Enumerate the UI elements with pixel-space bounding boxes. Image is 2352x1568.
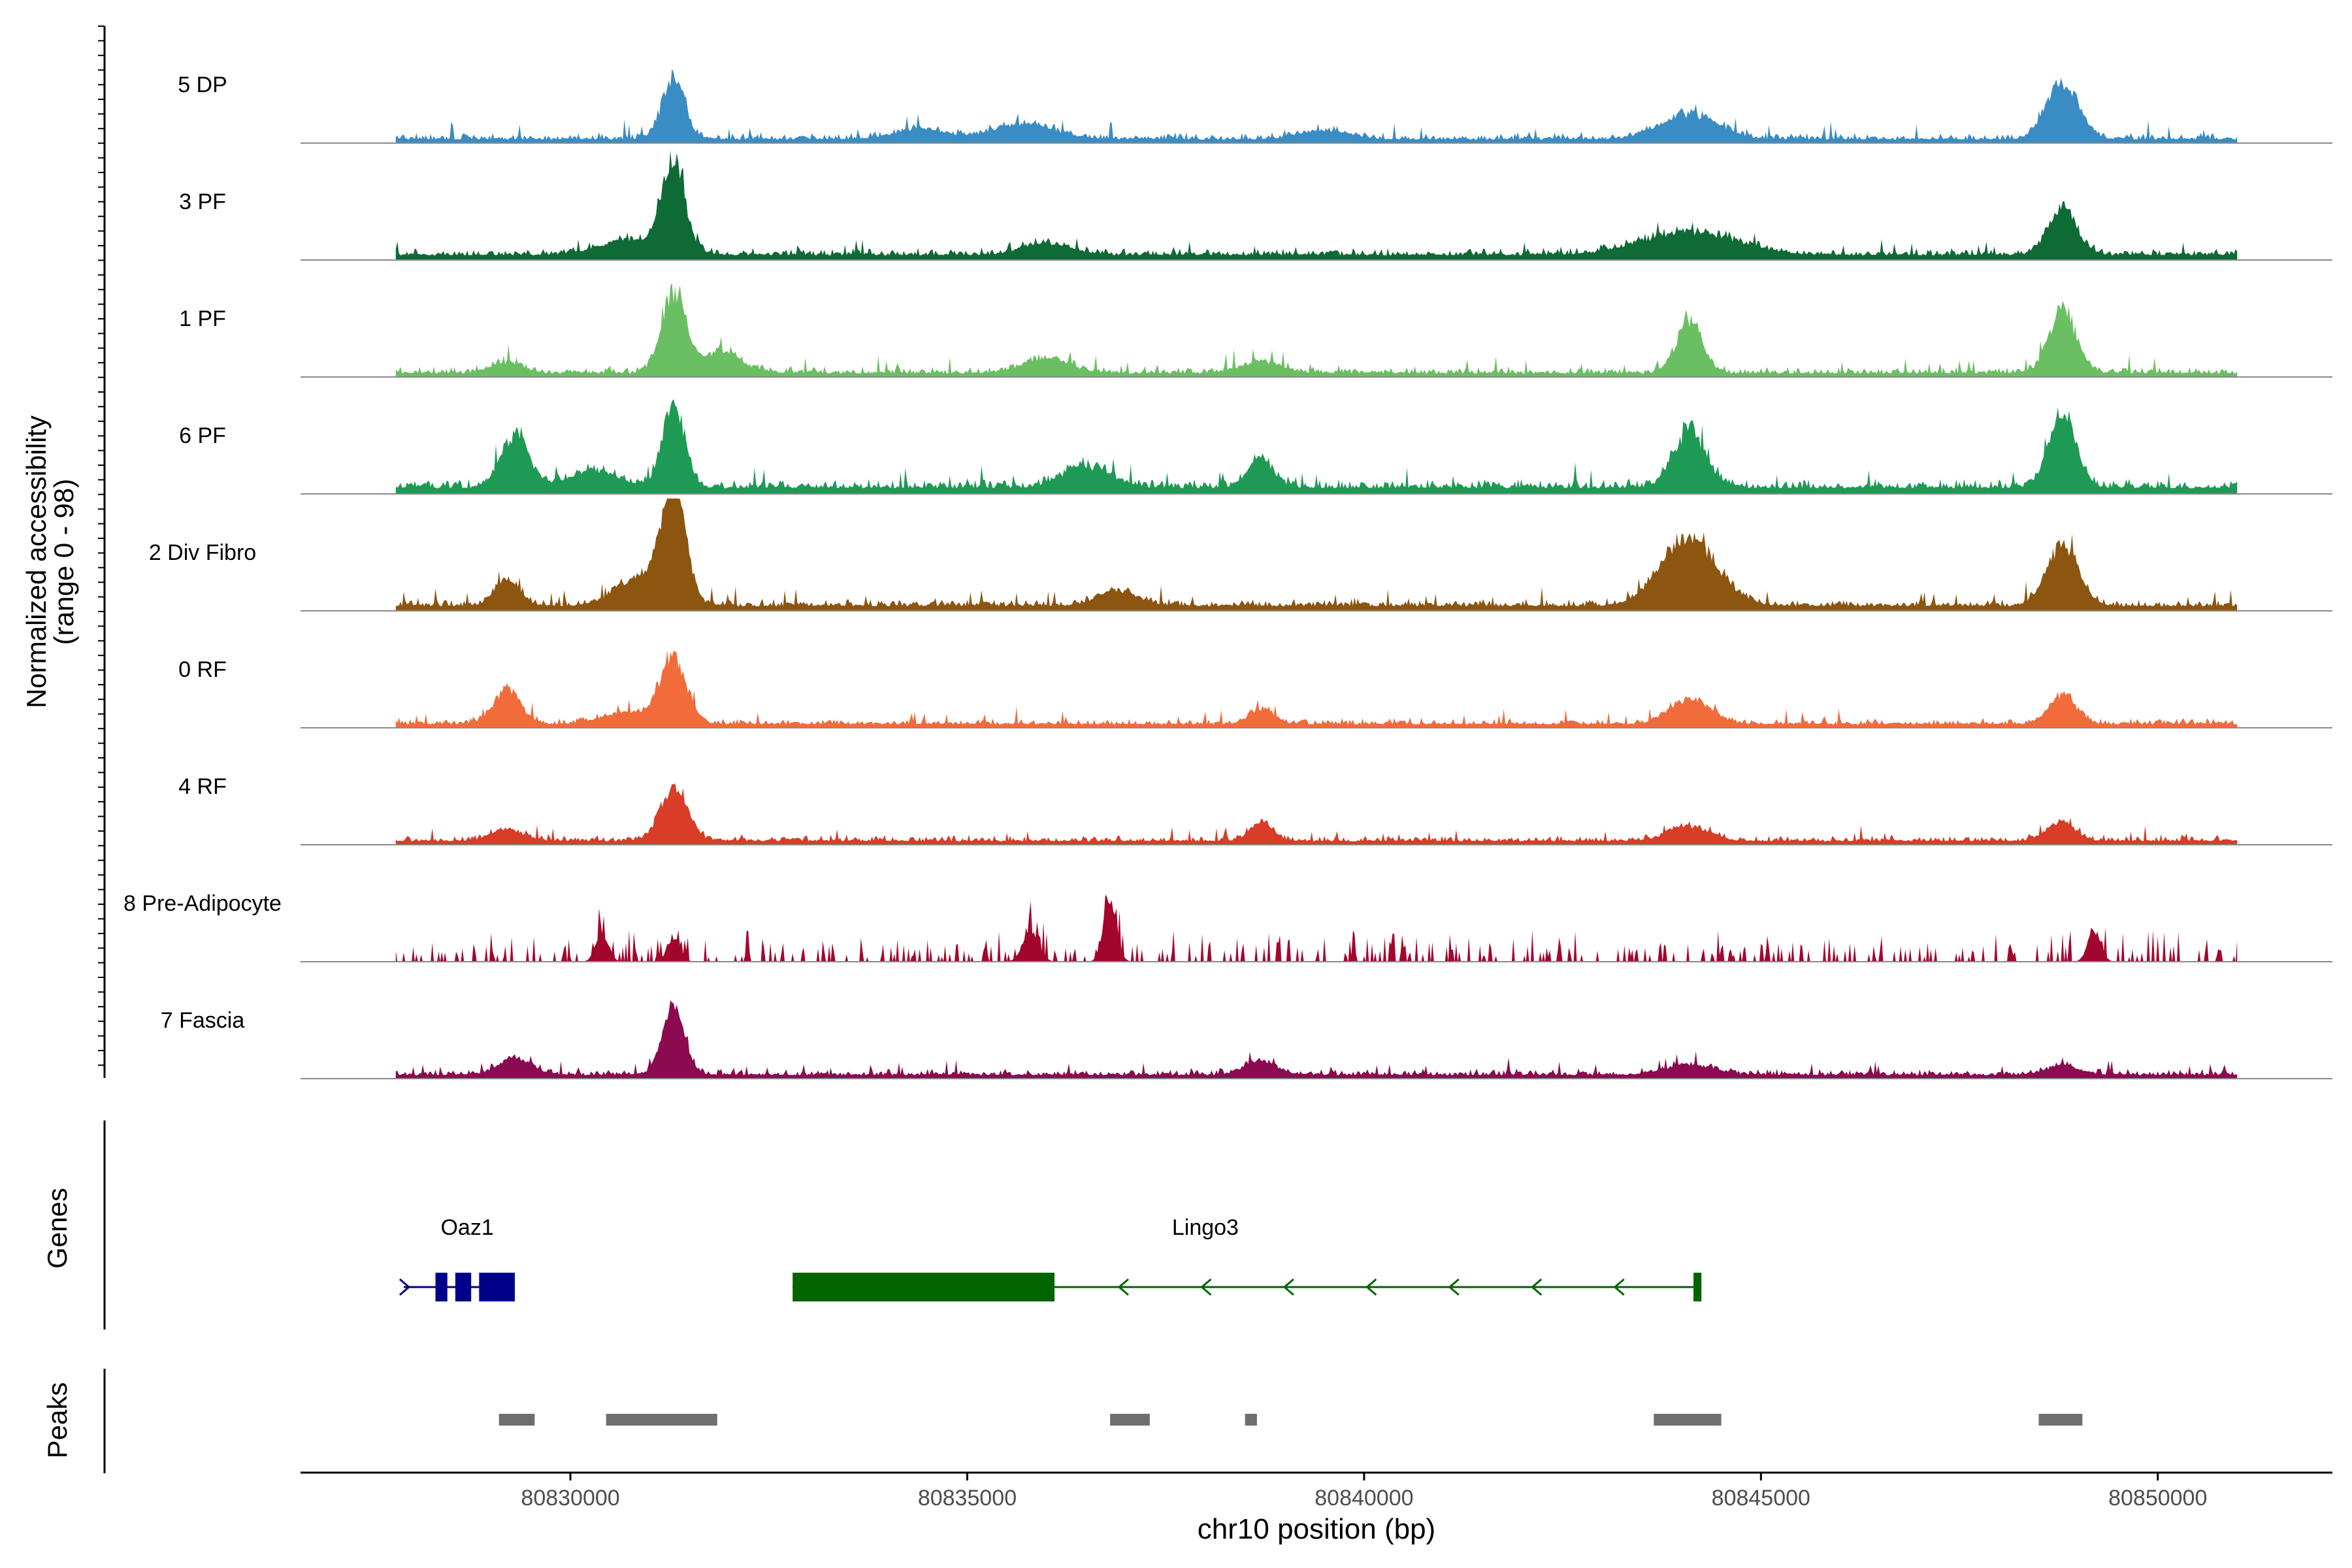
- gene-exon-oaz1: [435, 1273, 448, 1301]
- peaks-panel: [103, 1369, 2083, 1473]
- peak-interval: [498, 1414, 535, 1426]
- gene-strand-arrow-lingo3: [1200, 1278, 1212, 1296]
- coverage-area-3-pf: [395, 150, 2238, 260]
- gene-strand-arrow-lingo3: [1448, 1278, 1460, 1296]
- genes-track-title: Genes: [42, 1188, 73, 1269]
- peaks-track-title: Peaks: [42, 1382, 73, 1459]
- gene-label-lingo3: Lingo3: [1172, 1215, 1239, 1240]
- track-label-6-pf: 6 PF: [179, 423, 226, 448]
- coverage-area-1-pf: [395, 282, 2238, 377]
- x-axis-title: chr10 position (bp): [1198, 1513, 1435, 1545]
- y-axis-title-line2: (range 0 - 98): [48, 479, 79, 645]
- genes-panel: Oaz1 Lingo3: [103, 1120, 1702, 1330]
- peak-interval: [1245, 1414, 1257, 1426]
- coverage-area-5-dp: [395, 69, 2238, 143]
- gene-label-oaz1: Oaz1: [440, 1215, 493, 1240]
- coverage-area-8-pre-adipocyte: [395, 894, 2238, 962]
- peak-interval: [1654, 1414, 1722, 1426]
- track-label-8-pre-adipocyte: 8 Pre-Adipocyte: [123, 891, 282, 916]
- coverage-tracks: 5 DP 3 PF 1 PF 6 PF 2 Div Fibro 0 RF 4 RF 8 Pre…: [123, 69, 2332, 1079]
- coverage-area-6-pf: [395, 399, 2238, 494]
- gene-exon-oaz1: [455, 1273, 472, 1301]
- track-label-5-dp: 5 DP: [178, 73, 227, 97]
- x-tick-label: 80835000: [918, 1486, 1017, 1511]
- gene-strand-arrow-lingo3: [1530, 1278, 1543, 1296]
- gene-strand-arrow-lingo3: [1365, 1278, 1377, 1296]
- track-label-0-rf: 0 RF: [178, 657, 227, 682]
- x-tick-label: 80850000: [2108, 1486, 2207, 1511]
- peak-interval: [2038, 1414, 2083, 1426]
- peak-interval: [1110, 1414, 1150, 1426]
- gene-exon-oaz1: [479, 1273, 515, 1301]
- gene-start-arrow-oaz1: [399, 1278, 411, 1296]
- gene-exon-lingo3: [1693, 1273, 1702, 1301]
- coverage-area-2-div-fibro: [395, 498, 2238, 611]
- y-axis: [98, 25, 106, 1078]
- x-axis: 80830000 80835000 80840000 80845000 80850000: [301, 1471, 2332, 1511]
- coverage-area-7-fascia: [395, 1000, 2238, 1079]
- gene-strand-arrow-lingo3: [1117, 1278, 1129, 1296]
- x-tick-label: 80830000: [521, 1486, 619, 1511]
- gene-exon-lingo3: [792, 1273, 1055, 1301]
- x-tick-label: 80840000: [1315, 1486, 1413, 1511]
- track-label-7-fascia: 7 Fascia: [161, 1008, 245, 1033]
- track-label-4-rf: 4 RF: [178, 774, 227, 799]
- track-label-3-pf: 3 PF: [179, 189, 226, 214]
- coverage-area-4-rf: [395, 783, 2238, 845]
- track-label-2-div-fibro: 2 Div Fibro: [149, 540, 256, 565]
- peak-interval: [606, 1414, 717, 1426]
- y-axis-title-line1: Normalized accessibility: [21, 416, 52, 708]
- gene-strand-arrow-lingo3: [1282, 1278, 1294, 1296]
- coverage-area-0-rf: [395, 650, 2238, 728]
- x-tick-label: 80845000: [1712, 1486, 1810, 1511]
- gene-strand-arrow-lingo3: [1613, 1278, 1625, 1296]
- track-label-1-pf: 1 PF: [179, 306, 226, 331]
